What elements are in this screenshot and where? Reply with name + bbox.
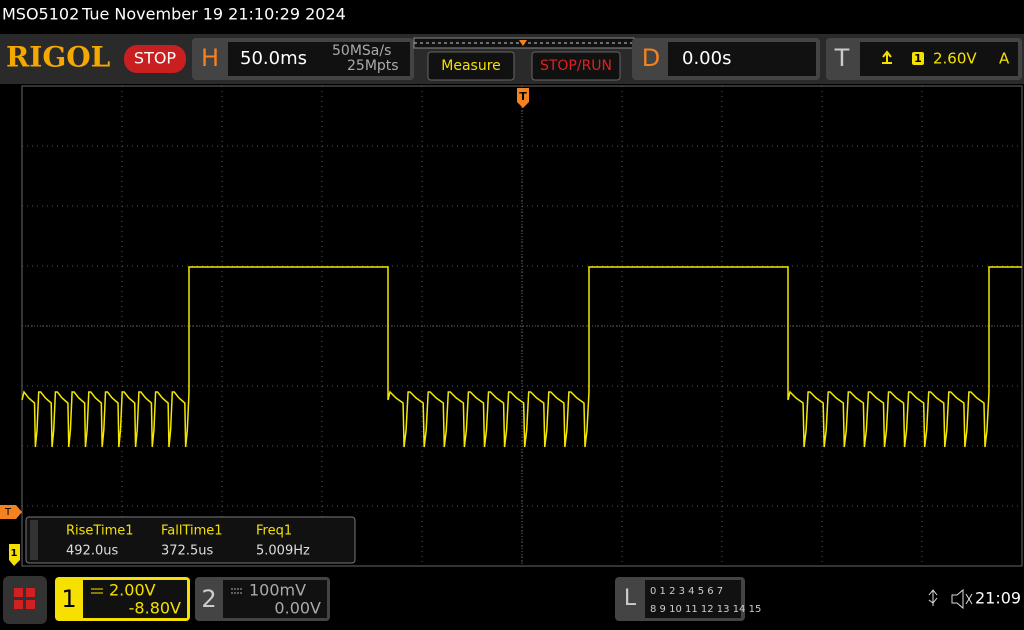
channel-offset: 0.00V xyxy=(274,599,321,618)
measurement-value: 372.5us xyxy=(161,544,213,559)
measure-label: Measure xyxy=(441,58,501,74)
d-label: D xyxy=(642,44,660,72)
logic-row2: 8 9 10 11 12 13 14 15 xyxy=(650,604,761,615)
menu-button[interactable] xyxy=(3,576,47,624)
brand: RIGOL xyxy=(6,41,111,74)
coupling-icon xyxy=(231,588,243,594)
memory-depth: 25Mpts xyxy=(347,58,399,74)
model: MSO5102 xyxy=(2,5,79,24)
stop-run-button[interactable] xyxy=(531,51,621,81)
measurement-name: Freq1 xyxy=(256,524,292,539)
delay-value: 0.00s xyxy=(682,48,731,69)
t-label: T xyxy=(834,44,850,72)
channel1-trace xyxy=(21,266,1022,448)
logic-label: L xyxy=(624,586,637,611)
channel-scale: 2.00V xyxy=(109,581,156,600)
logic-row1: 0 1 2 3 4 5 6 7 xyxy=(650,586,723,597)
channel-inner xyxy=(223,580,327,618)
stop-badge[interactable] xyxy=(124,45,186,73)
run-state: STOP xyxy=(134,49,177,68)
trigger-source: 1 xyxy=(914,52,922,65)
channel-offset: -8.80V xyxy=(129,599,181,618)
datetime: Tue November 19 21:10:29 2024 xyxy=(81,5,346,24)
measure-button[interactable] xyxy=(427,51,515,81)
sample-rate: 50MSa/s xyxy=(332,43,391,59)
measurement-name: RiseTime1 xyxy=(66,524,134,539)
channel-number: 1 xyxy=(61,585,76,613)
trigger-position-marker: T xyxy=(519,90,527,103)
trigger-level-marker: T xyxy=(4,507,12,518)
h-label: H xyxy=(201,44,219,72)
channel-scale: 100mV xyxy=(249,581,306,600)
channel-inner xyxy=(83,580,187,618)
stop-run-label: STOP/RUN xyxy=(540,58,612,74)
graticule xyxy=(22,86,1022,566)
measurement-value: 492.0us xyxy=(66,544,118,559)
channel1-marker: 1 xyxy=(11,548,18,559)
measurement-panel xyxy=(25,516,356,564)
timebase: 50.0ms xyxy=(240,48,307,69)
trigger-level: 2.60V xyxy=(933,50,977,68)
measurement-value: 5.009Hz xyxy=(256,544,310,559)
clock: 21:09 xyxy=(975,589,1021,608)
trigger-mode: A xyxy=(999,50,1010,68)
channel-number: 2 xyxy=(201,585,216,613)
coupling-icon xyxy=(91,588,103,594)
graticule-border xyxy=(21,85,1023,567)
measurement-name: FallTime1 xyxy=(161,524,223,539)
